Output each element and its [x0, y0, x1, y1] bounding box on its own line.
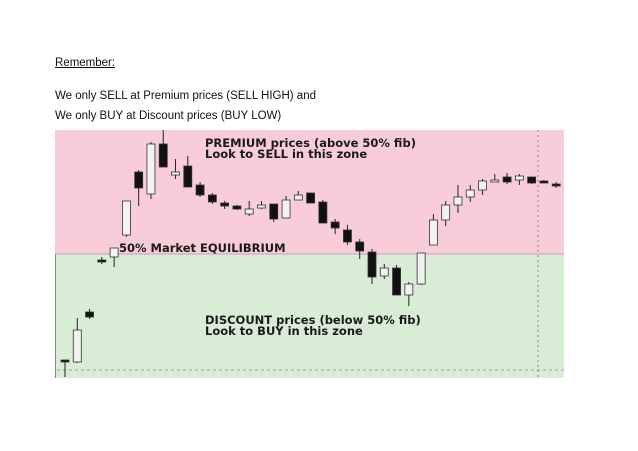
- candle-body-bearish: [134, 171, 144, 189]
- candle-body-bullish: [244, 208, 254, 215]
- candle: [539, 180, 549, 184]
- candle-body-bullish: [478, 180, 487, 191]
- candle-body-bullish: [171, 171, 180, 176]
- discount-zone: [55, 254, 564, 378]
- candle: [355, 239, 365, 259]
- candle-body-bearish: [318, 201, 328, 224]
- candle: [306, 192, 316, 204]
- candle: [207, 193, 217, 204]
- candle-body-bullish: [428, 219, 438, 246]
- candle: [527, 176, 537, 184]
- candle-body-bullish: [257, 204, 266, 209]
- candle-body-bearish: [183, 165, 193, 188]
- discount-label-2: Look to BUY in this zone: [205, 324, 363, 338]
- candle: [146, 142, 156, 199]
- text-line-buy: We only BUY at Discount prices (BUY LOW): [55, 110, 282, 122]
- candle-body-bullish: [281, 199, 291, 219]
- candle-body-bearish: [232, 205, 242, 210]
- candle: [183, 156, 193, 188]
- candle: [220, 201, 230, 209]
- candle-body-bullish: [465, 189, 475, 198]
- candle: [158, 130, 168, 168]
- candle-body-bullish: [109, 247, 119, 258]
- candle-body-bearish: [60, 359, 70, 363]
- candle-body-bearish: [330, 221, 340, 229]
- candle: [453, 185, 463, 213]
- candle-body-bullish: [379, 267, 389, 277]
- candle: [441, 201, 451, 226]
- candle: [232, 205, 242, 210]
- text-line-sell: We only SELL at Premium prices (SELL HIG…: [55, 90, 316, 102]
- candle-body-bearish: [502, 176, 512, 183]
- candle: [379, 264, 389, 279]
- candle-body-bearish: [195, 184, 205, 196]
- candle-body-bullish: [122, 200, 131, 236]
- candle: [465, 185, 475, 202]
- candle: [60, 359, 70, 377]
- candle: [318, 200, 328, 224]
- candle: [293, 191, 303, 201]
- candle-body-bullish: [146, 143, 156, 195]
- candle: [72, 318, 82, 363]
- candle-body-bearish: [207, 194, 217, 203]
- candle-body-bearish: [97, 259, 107, 263]
- candle: [269, 203, 279, 222]
- candle-body-bullish: [490, 179, 500, 183]
- candle-body-bullish: [441, 204, 451, 221]
- premium-zone: [55, 130, 564, 254]
- candle: [490, 174, 500, 183]
- candle-body-bullish: [514, 175, 524, 181]
- candle-body-bearish: [367, 251, 377, 278]
- document-heading: Remember:: [55, 57, 116, 69]
- chart-figure: PREMIUM prices (above 50% fib) Look to S…: [55, 130, 564, 378]
- candle-body-bearish: [539, 180, 549, 184]
- candle-body-bearish: [85, 311, 94, 318]
- candle-body-bullish: [416, 252, 426, 285]
- candle: [171, 159, 180, 179]
- candle: [416, 252, 426, 285]
- candle-body-bearish: [551, 183, 561, 187]
- candle-body-bearish: [158, 143, 168, 168]
- candle: [367, 249, 377, 284]
- candle-body-bearish: [355, 241, 365, 252]
- candle-body-bearish: [269, 203, 279, 220]
- candle: [514, 174, 524, 185]
- candle: [257, 201, 266, 209]
- candle-body-bearish: [220, 202, 230, 207]
- candle-body-bearish: [306, 192, 316, 204]
- candles-group: [60, 130, 561, 377]
- candle-body-bullish: [404, 283, 414, 296]
- candle: [244, 201, 254, 216]
- candle: [97, 257, 107, 264]
- candle-body-bullish: [72, 329, 82, 363]
- candle: [85, 309, 94, 319]
- premium-label-1: PREMIUM prices (above 50% fib): [205, 136, 416, 150]
- candle: [404, 282, 414, 306]
- candle: [195, 182, 205, 197]
- equilibrium-label: 50% Market EQUILIBRIUM: [119, 241, 286, 255]
- candle: [392, 265, 401, 296]
- candle: [134, 170, 144, 206]
- candle: [502, 173, 512, 184]
- discount-label-1: DISCOUNT prices (below 50% fib): [205, 313, 421, 327]
- candle: [109, 247, 119, 267]
- candle: [428, 214, 438, 246]
- premium-label-2: Look to SELL in this zone: [205, 147, 367, 161]
- candle-body-bearish: [343, 229, 352, 243]
- candle: [551, 182, 561, 188]
- candle-body-bearish: [392, 267, 401, 296]
- premium-discount-chart: PREMIUM prices (above 50% fib) Look to S…: [55, 130, 564, 378]
- candle: [343, 225, 352, 245]
- candle-body-bullish: [293, 194, 303, 201]
- candle: [122, 200, 131, 237]
- candle-body-bearish: [527, 176, 537, 184]
- candle: [330, 219, 340, 234]
- candle: [281, 196, 291, 219]
- candle: [478, 179, 487, 195]
- candle-body-bullish: [453, 196, 463, 206]
